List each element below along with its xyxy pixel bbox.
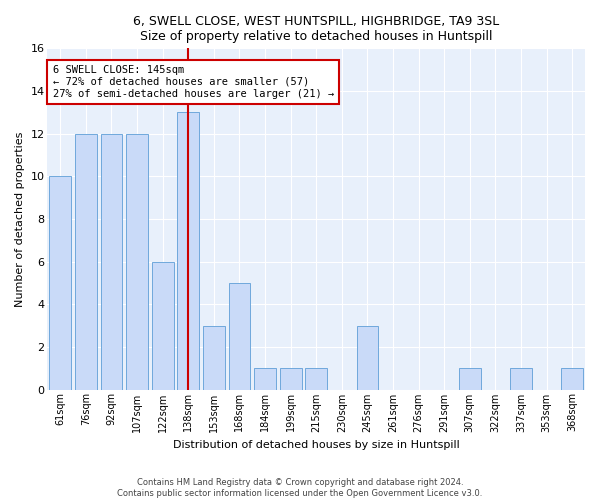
Bar xyxy=(356,326,379,390)
Title: 6, SWELL CLOSE, WEST HUNTSPILL, HIGHBRIDGE, TA9 3SL
Size of property relative to: 6, SWELL CLOSE, WEST HUNTSPILL, HIGHBRID… xyxy=(133,15,499,43)
Bar xyxy=(280,368,302,390)
Bar xyxy=(305,368,327,390)
Bar xyxy=(459,368,481,390)
Bar xyxy=(229,283,250,390)
Bar xyxy=(203,326,225,390)
Text: 6 SWELL CLOSE: 145sqm
← 72% of detached houses are smaller (57)
27% of semi-deta: 6 SWELL CLOSE: 145sqm ← 72% of detached … xyxy=(53,66,334,98)
X-axis label: Distribution of detached houses by size in Huntspill: Distribution of detached houses by size … xyxy=(173,440,460,450)
Bar xyxy=(254,368,276,390)
Bar xyxy=(152,262,173,390)
Y-axis label: Number of detached properties: Number of detached properties xyxy=(15,131,25,306)
Bar xyxy=(178,112,199,390)
Bar xyxy=(49,176,71,390)
Bar xyxy=(562,368,583,390)
Bar xyxy=(126,134,148,390)
Bar xyxy=(101,134,122,390)
Bar xyxy=(510,368,532,390)
Text: Contains HM Land Registry data © Crown copyright and database right 2024.
Contai: Contains HM Land Registry data © Crown c… xyxy=(118,478,482,498)
Bar xyxy=(75,134,97,390)
